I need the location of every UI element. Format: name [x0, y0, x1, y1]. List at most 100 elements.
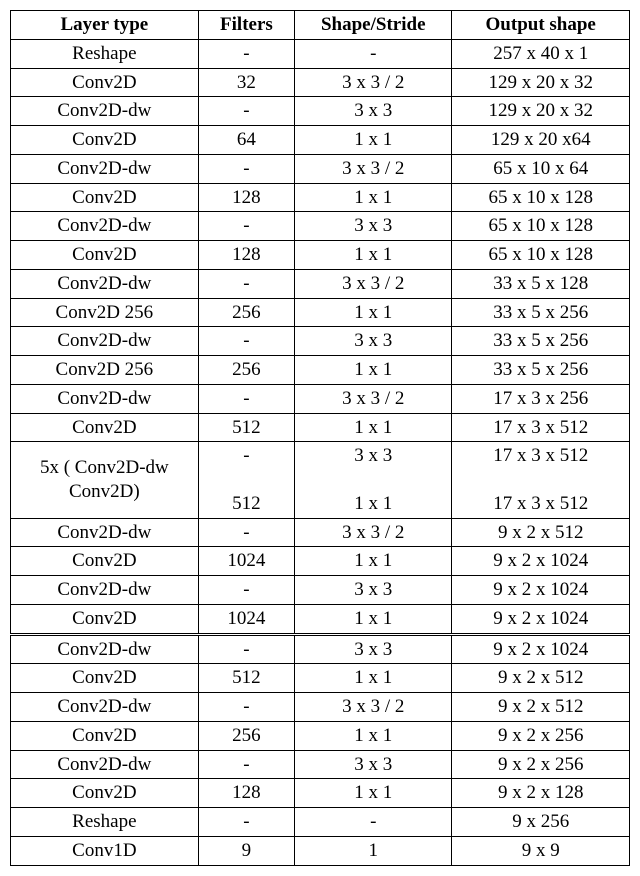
- table-cell: 3 x 3: [295, 97, 452, 126]
- table-cell: Conv2D: [11, 604, 199, 634]
- table-cell: 65 x 10 x 128: [452, 183, 630, 212]
- table-cell: 9 x 2 x 256: [452, 750, 630, 779]
- table-row: Conv2D1281 x 165 x 10 x 128: [11, 183, 630, 212]
- table-cell: 9 x 2 x 1024: [452, 604, 630, 634]
- network-architecture-table: Layer type Filters Shape/Stride Output s…: [10, 10, 630, 866]
- table-cell: 9 x 2 x 512: [452, 518, 630, 547]
- table-cell: 1 x 1: [295, 126, 452, 155]
- table-cell: Reshape: [11, 39, 199, 68]
- table-cell: 3 x 3 / 2: [295, 68, 452, 97]
- table-cell: 17 x 3 x 512: [452, 413, 630, 442]
- table-cell: Conv2D-dw: [11, 212, 199, 241]
- table-cell: -: [295, 39, 452, 68]
- table-row: Reshape--257 x 40 x 1: [11, 39, 630, 68]
- table-cell: 1 x 1: [295, 547, 452, 576]
- table-cell: 65 x 10 x 128: [452, 241, 630, 270]
- table-cell: Conv2D-dw: [11, 576, 199, 605]
- table-row: Conv2D1281 x 19 x 2 x 128: [11, 779, 630, 808]
- table-row: Conv2D-dw-3 x 3129 x 20 x 32: [11, 97, 630, 126]
- table-cell: -: [198, 634, 294, 664]
- table-row: Conv2D-dw-3 x 3 / 29 x 2 x 512: [11, 693, 630, 722]
- table-cell: 1 x 1: [295, 604, 452, 634]
- table-cell: -: [198, 518, 294, 547]
- table-cell: -: [198, 576, 294, 605]
- col-header-output-shape: Output shape: [452, 11, 630, 40]
- table-cell: 17 x 3 x 512 17 x 3 x 512: [452, 442, 630, 518]
- table-cell: 33 x 5 x 256: [452, 356, 630, 385]
- table-cell: 1024: [198, 604, 294, 634]
- col-header-filters: Filters: [198, 11, 294, 40]
- table-cell: 9 x 2 x 128: [452, 779, 630, 808]
- table-row: Conv2D-dw-3 x 3 / 233 x 5 x 128: [11, 269, 630, 298]
- table-cell: 9 x 2 x 1024: [452, 576, 630, 605]
- table-cell: 17 x 3 x 256: [452, 384, 630, 413]
- table-cell: -: [198, 750, 294, 779]
- table-row: Conv2D5121 x 117 x 3 x 512: [11, 413, 630, 442]
- table-cell: 1 x 1: [295, 664, 452, 693]
- table-cell: -: [295, 808, 452, 837]
- table-cell: 32: [198, 68, 294, 97]
- table-cell: 3 x 3 / 2: [295, 154, 452, 183]
- table-cell: 9 x 2 x 512: [452, 664, 630, 693]
- table-cell: 1 x 1: [295, 298, 452, 327]
- table-row: Conv2D5121 x 19 x 2 x 512: [11, 664, 630, 693]
- table-cell: 128: [198, 241, 294, 270]
- table-row: Conv2D-dw-3 x 3 / 29 x 2 x 512: [11, 518, 630, 547]
- table-cell: 33 x 5 x 256: [452, 298, 630, 327]
- table-row: Conv2D-dw-3 x 3 / 217 x 3 x 256: [11, 384, 630, 413]
- col-header-layer-type: Layer type: [11, 11, 199, 40]
- table-cell: -: [198, 693, 294, 722]
- table-cell: Conv2D 256: [11, 356, 199, 385]
- table-cell: 256: [198, 298, 294, 327]
- table-row: Conv2D323 x 3 / 2129 x 20 x 32: [11, 68, 630, 97]
- table-cell: 1 x 1: [295, 241, 452, 270]
- table-cell: 128: [198, 183, 294, 212]
- table-row: Conv2D641 x 1129 x 20 x64: [11, 126, 630, 155]
- table-cell: Conv2D: [11, 126, 199, 155]
- table-cell: 3 x 3: [295, 634, 452, 664]
- table-row: Conv2D-dw-3 x 39 x 2 x 256: [11, 750, 630, 779]
- table-cell: 129 x 20 x64: [452, 126, 630, 155]
- table-cell: Conv2D: [11, 547, 199, 576]
- table-cell: -: [198, 39, 294, 68]
- table-cell: 33 x 5 x 128: [452, 269, 630, 298]
- table-cell: Conv2D-dw: [11, 154, 199, 183]
- table-cell: Conv2D 256: [11, 298, 199, 327]
- table-cell: 3 x 3: [295, 327, 452, 356]
- table-cell: Conv2D: [11, 68, 199, 97]
- table-row: Conv2D-dw-3 x 365 x 10 x 128: [11, 212, 630, 241]
- table-cell: 64: [198, 126, 294, 155]
- table-cell: 9 x 2 x 1024: [452, 547, 630, 576]
- table-cell: 512: [198, 413, 294, 442]
- table-cell: Conv2D-dw: [11, 97, 199, 126]
- table-cell: Conv2D-dw: [11, 750, 199, 779]
- table-cell: -: [198, 808, 294, 837]
- table-cell: Conv2D-dw: [11, 693, 199, 722]
- table-row: Conv2D 2562561 x 133 x 5 x 256: [11, 298, 630, 327]
- table-cell: 9 x 256: [452, 808, 630, 837]
- table-cell: 9: [198, 836, 294, 865]
- table-cell: 128: [198, 779, 294, 808]
- table-cell: Conv2D-dw: [11, 384, 199, 413]
- table-cell: 1 x 1: [295, 356, 452, 385]
- table-cell: 1 x 1: [295, 413, 452, 442]
- table-row: Conv2D10241 x 19 x 2 x 1024: [11, 547, 630, 576]
- col-header-shape-stride: Shape/Stride: [295, 11, 452, 40]
- table-cell: Conv2D: [11, 779, 199, 808]
- table-row: Conv2D-dw-3 x 3 / 265 x 10 x 64: [11, 154, 630, 183]
- table-cell: 3 x 3 / 2: [295, 269, 452, 298]
- table-cell: 3 x 3 1 x 1: [295, 442, 452, 518]
- table-cell: 3 x 3 / 2: [295, 693, 452, 722]
- table-cell: Conv1D: [11, 836, 199, 865]
- table-cell: 256: [198, 721, 294, 750]
- table-header-row: Layer type Filters Shape/Stride Output s…: [11, 11, 630, 40]
- table-row: Conv2D10241 x 19 x 2 x 1024: [11, 604, 630, 634]
- table-cell: -: [198, 97, 294, 126]
- table-cell: Conv2D: [11, 664, 199, 693]
- table-cell: 9 x 9: [452, 836, 630, 865]
- table-cell: Conv2D-dw: [11, 518, 199, 547]
- table-cell: Conv2D-dw: [11, 634, 199, 664]
- table-cell: Reshape: [11, 808, 199, 837]
- table-cell: 9 x 2 x 1024: [452, 634, 630, 664]
- table-cell: -: [198, 269, 294, 298]
